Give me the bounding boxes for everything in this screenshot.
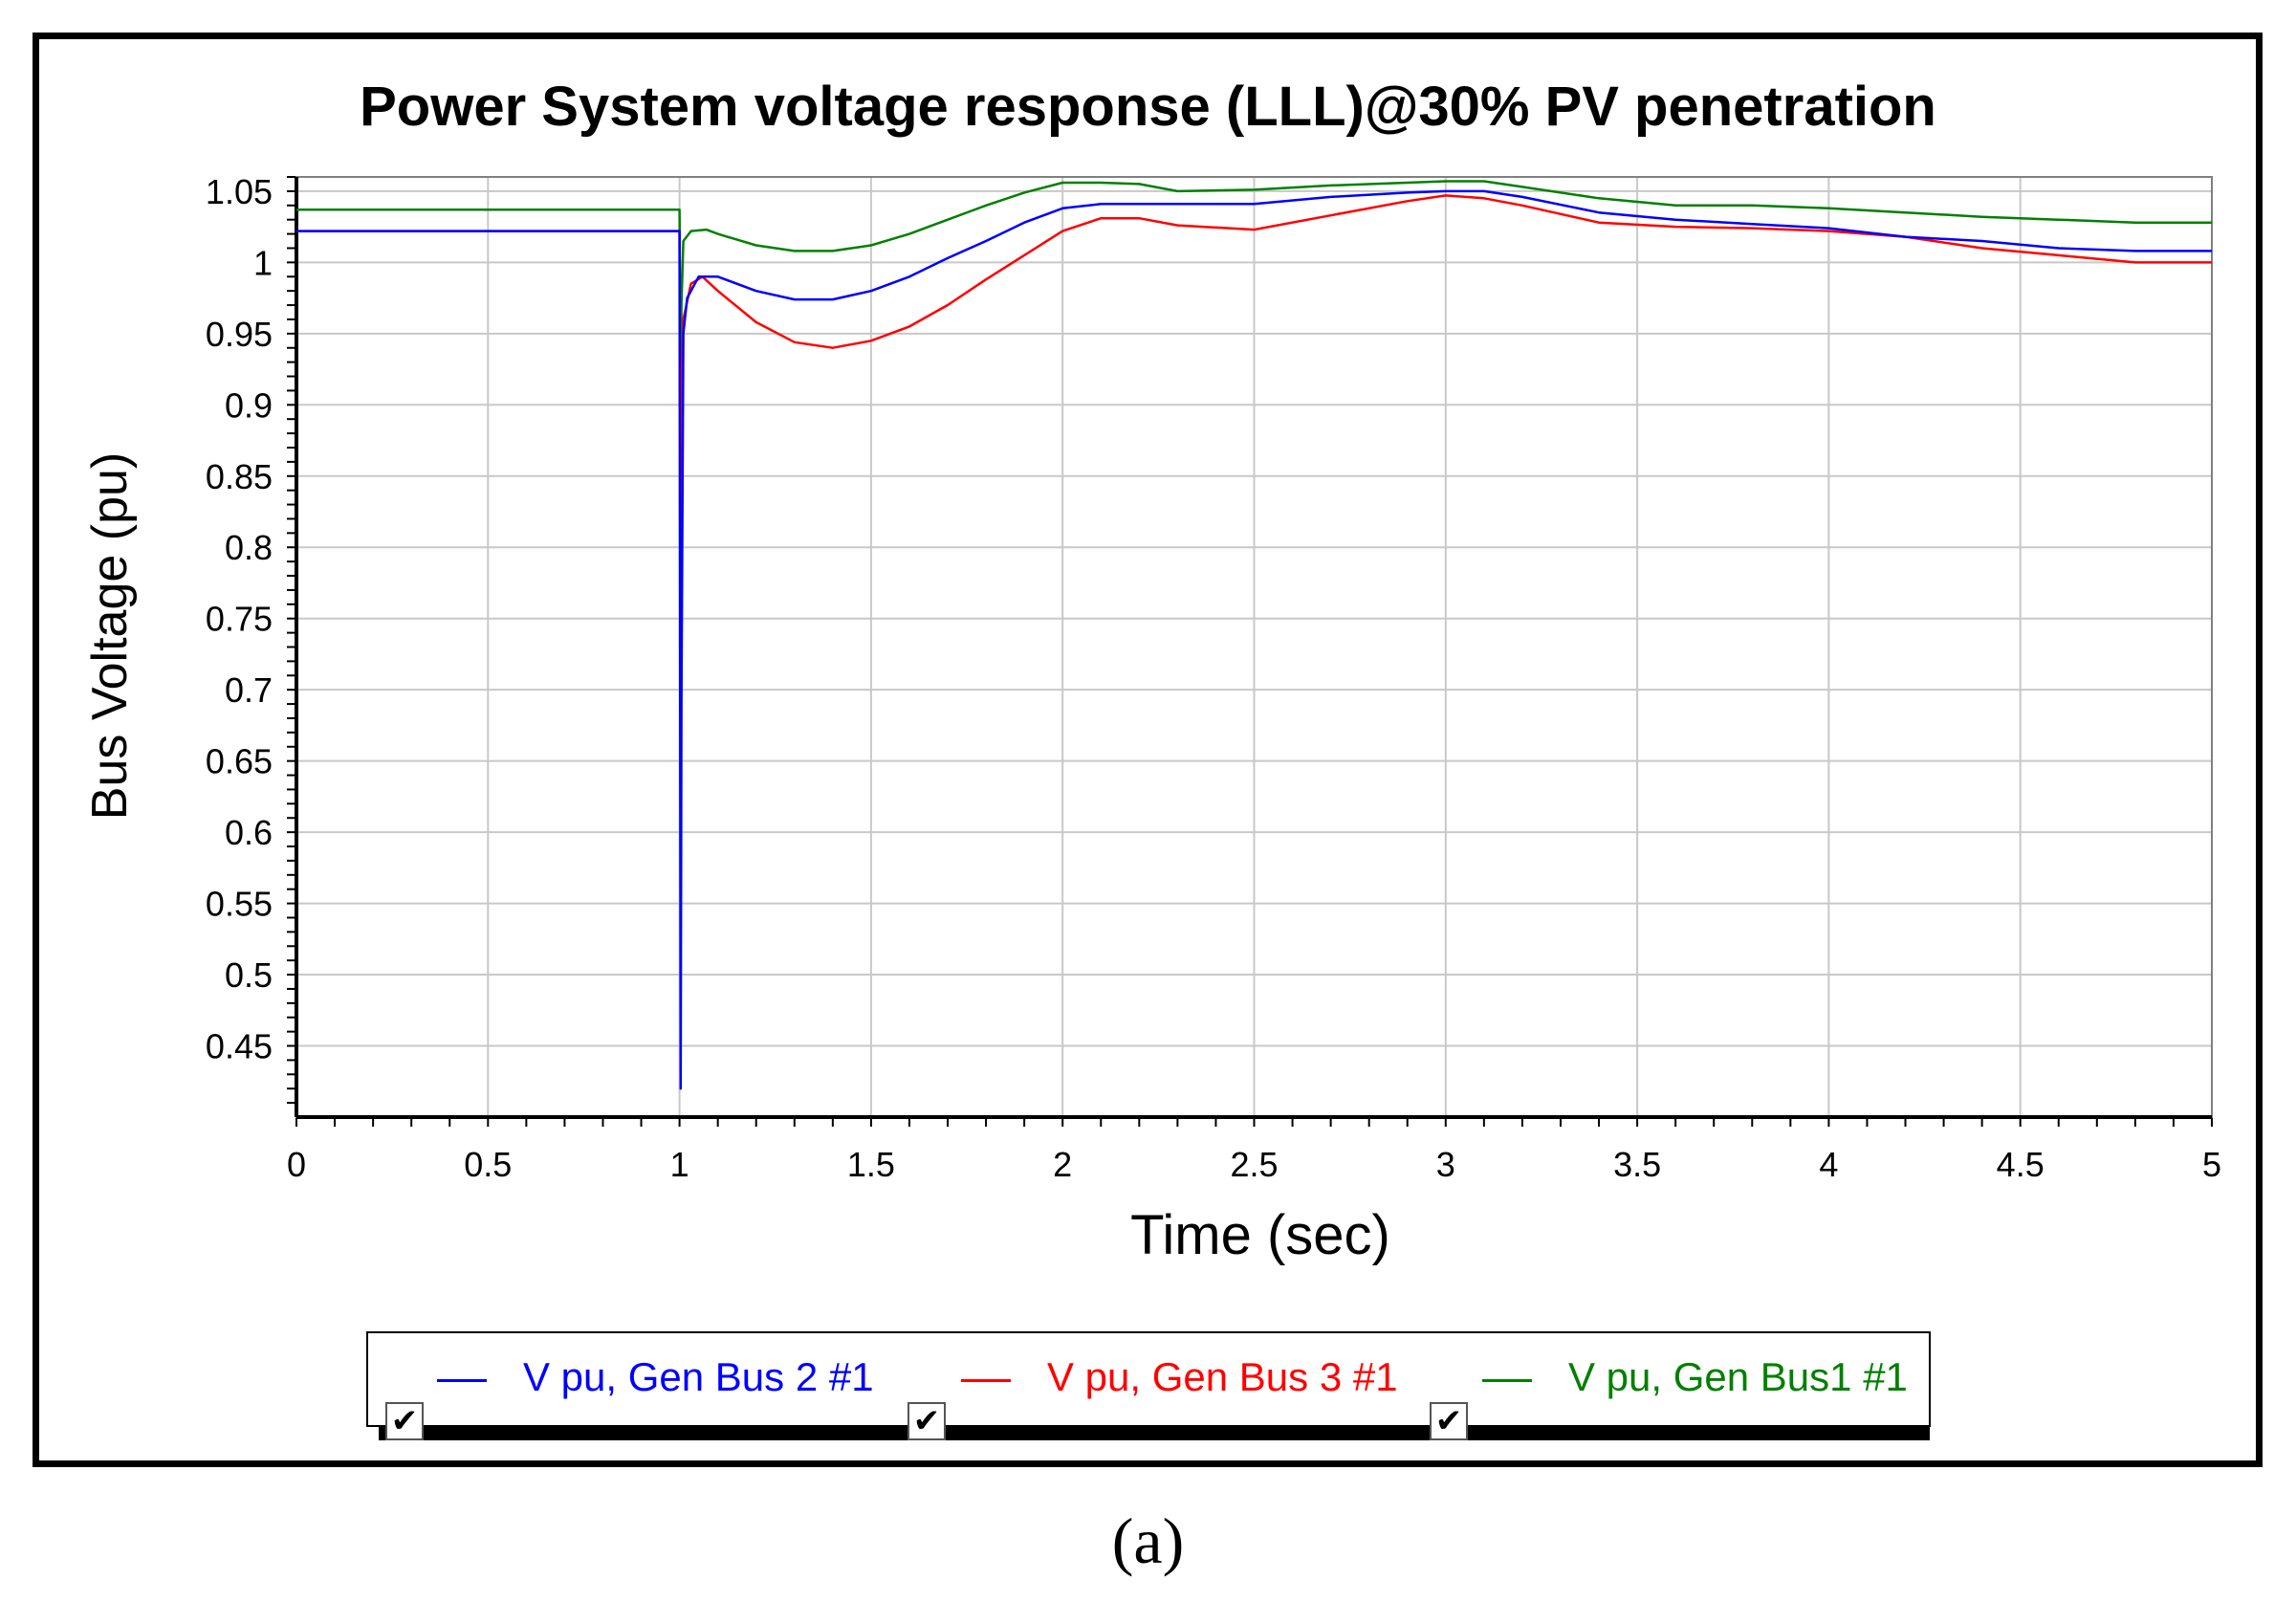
series-line-gen-bus-2 — [296, 189, 2212, 1090]
axes — [287, 176, 2213, 1127]
y-tick-label: 0.9 — [225, 385, 273, 425]
chart-frame — [33, 33, 2263, 1467]
series-line-gen-bus-1 — [296, 180, 2212, 392]
legend-swatch-gen-bus-3 — [961, 1379, 1011, 1382]
x-tick-label: 1 — [670, 1145, 689, 1184]
figure-caption: (a) — [1111, 1504, 1185, 1577]
y-tick-label: 0.5 — [225, 955, 273, 995]
x-tick-label: 3.5 — [1613, 1145, 1661, 1184]
grid — [295, 177, 2213, 1117]
x-tick-label: 3 — [1436, 1145, 1455, 1184]
legend-label-gen-bus-3: V pu, Gen Bus 3 #1 — [1047, 1354, 1398, 1399]
y-tick-label: 0.45 — [206, 1027, 273, 1066]
y-tick-label: 0.85 — [206, 457, 273, 496]
y-tick-label: 0.7 — [225, 670, 273, 710]
x-axis-label: Time (sec) — [1130, 1204, 1390, 1266]
tick-labels: 0 0.5 1 1.5 2 2.5 3 3.5 4 4.5 5 1.05 1 0.95 0.9 0.85 0.8… — [206, 172, 2221, 1184]
x-tick-label: 0.5 — [464, 1145, 512, 1184]
series-layer — [296, 180, 2212, 1090]
x-tick-label: 4.5 — [1997, 1145, 2045, 1184]
y-tick-label: 0.95 — [206, 315, 273, 354]
y-tick-label: 1.05 — [206, 172, 273, 211]
series-line-gen-bus-3 — [296, 194, 2212, 706]
x-tick-label: 5 — [2202, 1145, 2221, 1184]
x-tick-label: 0 — [287, 1145, 306, 1184]
legend-swatch-gen-bus-1 — [1482, 1379, 1532, 1382]
chart-title: Power System voltage response (LLL)@30% … — [360, 76, 1936, 138]
legend-checkbox-gen-bus-3[interactable]: ✔ — [907, 1402, 946, 1440]
legend: V pu, Gen Bus 2 #1 V pu, Gen Bus 3 #1 V … — [366, 1331, 1931, 1440]
x-tick-label: 1.5 — [847, 1145, 895, 1184]
legend-checkbox-gen-bus-1[interactable]: ✔ — [1430, 1402, 1468, 1440]
y-tick-label: 0.75 — [206, 600, 273, 639]
legend-swatch-gen-bus-2 — [437, 1379, 487, 1382]
legend-checkbox-gen-bus-2[interactable]: ✔ — [385, 1402, 424, 1440]
y-tick-label: 1 — [253, 243, 273, 282]
y-tick-label: 0.55 — [206, 885, 273, 924]
x-tick-label: 4 — [1819, 1145, 1838, 1184]
y-tick-label: 0.6 — [225, 813, 273, 852]
y-tick-label: 0.65 — [206, 742, 273, 781]
x-tick-label: 2.5 — [1230, 1145, 1278, 1184]
legend-label-gen-bus-1: V pu, Gen Bus1 #1 — [1568, 1354, 1908, 1399]
x-tick-label: 2 — [1053, 1145, 1072, 1184]
y-tick-label: 0.8 — [225, 528, 273, 567]
legend-label-gen-bus-2: V pu, Gen Bus 2 #1 — [523, 1354, 874, 1399]
y-axis-label: Bus Voltage (pu) — [82, 451, 138, 821]
